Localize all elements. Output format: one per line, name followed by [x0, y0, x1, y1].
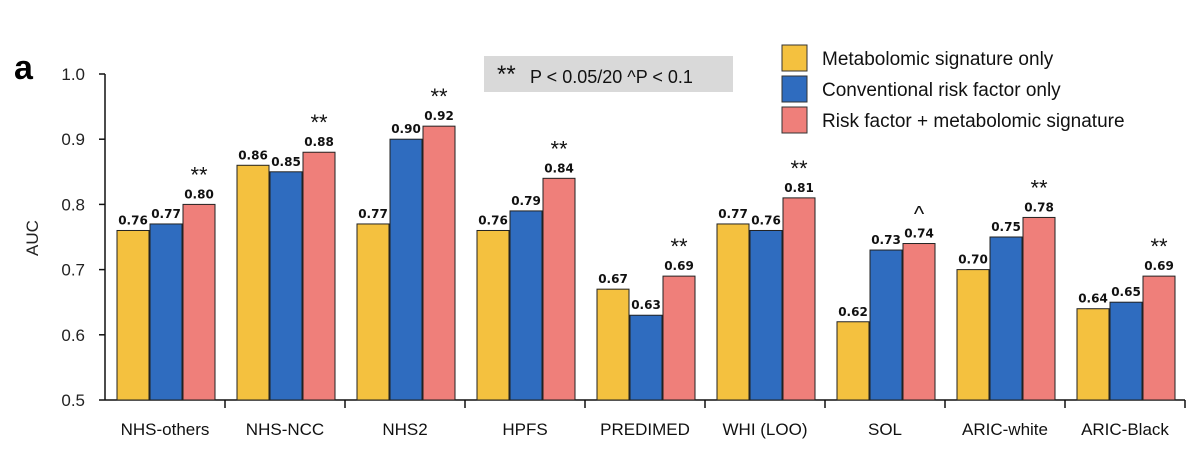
significance-note: ** P < 0.05/20 ^P < 0.1: [484, 56, 733, 92]
data-label: 0.64: [1078, 292, 1108, 306]
significance-marker: **: [790, 156, 808, 181]
panel-label: a: [14, 49, 34, 87]
data-label: 0.76: [118, 213, 148, 227]
bar: [116, 229, 150, 401]
bar: [869, 249, 903, 401]
data-label: 0.84: [544, 161, 574, 175]
bar: [1109, 301, 1143, 401]
x-tick-label: WHI (LOO): [723, 420, 808, 439]
bar: [476, 229, 510, 401]
x-tick-label: NHS-NCC: [246, 420, 324, 439]
significance-marker: **: [1030, 175, 1048, 200]
data-label: 0.74: [904, 227, 934, 241]
bar: [782, 197, 816, 401]
bar: [596, 288, 630, 401]
note-box: [484, 56, 733, 92]
significance-marker: **: [1150, 234, 1168, 259]
legend-label: Metabolomic signature only: [822, 49, 1054, 70]
data-label: 0.69: [664, 259, 694, 273]
data-label: 0.92: [424, 109, 454, 123]
bar: [716, 223, 750, 401]
bar: [989, 236, 1023, 401]
legend-label: Conventional risk factor only: [822, 80, 1061, 101]
data-label: 0.73: [871, 233, 901, 247]
data-label: 0.77: [358, 207, 388, 221]
data-label: 0.76: [478, 213, 508, 227]
data-label: 0.63: [631, 298, 661, 312]
data-label: 0.86: [238, 148, 268, 162]
bar: [422, 125, 456, 401]
data-label: 0.75: [991, 220, 1021, 234]
data-label: 0.65: [1111, 285, 1141, 299]
bar: [356, 223, 390, 401]
bar: [1142, 275, 1176, 401]
data-label: 0.88: [304, 135, 334, 149]
x-tick-label: ARIC-Black: [1081, 420, 1169, 439]
data-label: 0.79: [511, 194, 541, 208]
y-tick-label: 1.0: [61, 65, 85, 84]
data-label: 0.70: [958, 253, 988, 267]
bar: [902, 243, 936, 401]
legend-swatch: [781, 44, 808, 72]
x-tick-label: ARIC-white: [962, 420, 1048, 439]
significance-marker: ^: [914, 202, 925, 227]
data-label: 0.77: [718, 207, 748, 221]
bar: [236, 164, 270, 401]
data-label: 0.76: [751, 213, 781, 227]
y-tick-label: 0.8: [61, 195, 85, 214]
bar: [149, 223, 183, 401]
bar: [509, 210, 543, 401]
note-text: P < 0.05/20 ^P < 0.1: [530, 67, 693, 87]
bar: [269, 171, 303, 401]
bar: [749, 229, 783, 401]
bar: [956, 269, 990, 401]
legend-label: Risk factor + metabolomic signature: [822, 111, 1125, 132]
y-tick-label: 0.5: [61, 391, 85, 410]
bar: [1076, 308, 1110, 401]
significance-marker: **: [190, 162, 208, 187]
data-label: 0.62: [838, 305, 868, 319]
bar: [836, 321, 870, 401]
y-tick-label: 0.6: [61, 326, 85, 345]
bar: [389, 138, 423, 401]
x-tick-label: NHS2: [382, 420, 427, 439]
data-label: 0.77: [151, 207, 181, 221]
significance-marker: **: [310, 110, 328, 135]
bar: [182, 203, 216, 401]
data-label: 0.90: [391, 122, 421, 136]
data-label: 0.69: [1144, 259, 1174, 273]
bar: [1022, 216, 1056, 401]
y-axis-label: AUC: [23, 220, 42, 256]
significance-marker: **: [550, 136, 568, 161]
x-tick-label: PREDIMED: [600, 420, 690, 439]
legend-swatch: [781, 106, 808, 134]
x-tick-label: NHS-others: [121, 420, 210, 439]
data-label: 0.78: [1024, 200, 1054, 214]
x-tick-label: HPFS: [502, 420, 547, 439]
data-label: 0.80: [184, 187, 214, 201]
y-tick-label: 0.7: [61, 261, 85, 280]
bar: [629, 314, 663, 401]
data-label: 0.85: [271, 155, 301, 169]
bar: [662, 275, 696, 401]
x-tick-label: SOL: [868, 420, 902, 439]
significance-marker: **: [430, 84, 448, 109]
note-stars: **: [497, 61, 516, 88]
bar: [542, 177, 576, 401]
data-label: 0.81: [784, 181, 814, 195]
bar: [302, 151, 336, 401]
legend-swatch: [781, 75, 808, 103]
significance-marker: **: [670, 234, 688, 259]
data-label: 0.67: [598, 272, 628, 286]
y-tick-label: 0.9: [61, 130, 85, 149]
